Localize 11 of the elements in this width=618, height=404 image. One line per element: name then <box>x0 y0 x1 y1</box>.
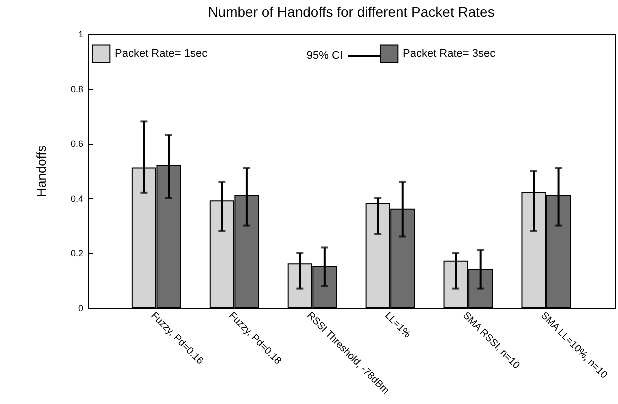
y-tick-label: 0.8 <box>70 84 84 94</box>
y-tick-label: 0.4 <box>70 194 84 204</box>
y-axis-title: Handoffs <box>34 145 49 198</box>
chart-title: Number of Handoffs for different Packet Rates <box>208 4 495 20</box>
legend-label: Packet Rate= 1sec <box>115 48 208 60</box>
legend-label: Packet Rate= 3sec <box>403 48 496 60</box>
y-tick-label: 1 <box>78 30 84 40</box>
y-tick-label: 0 <box>78 304 84 314</box>
y-tick-label: 0.6 <box>70 139 84 150</box>
y-tick-label: 0.2 <box>70 248 84 259</box>
annotation: 95% CI <box>306 50 343 62</box>
